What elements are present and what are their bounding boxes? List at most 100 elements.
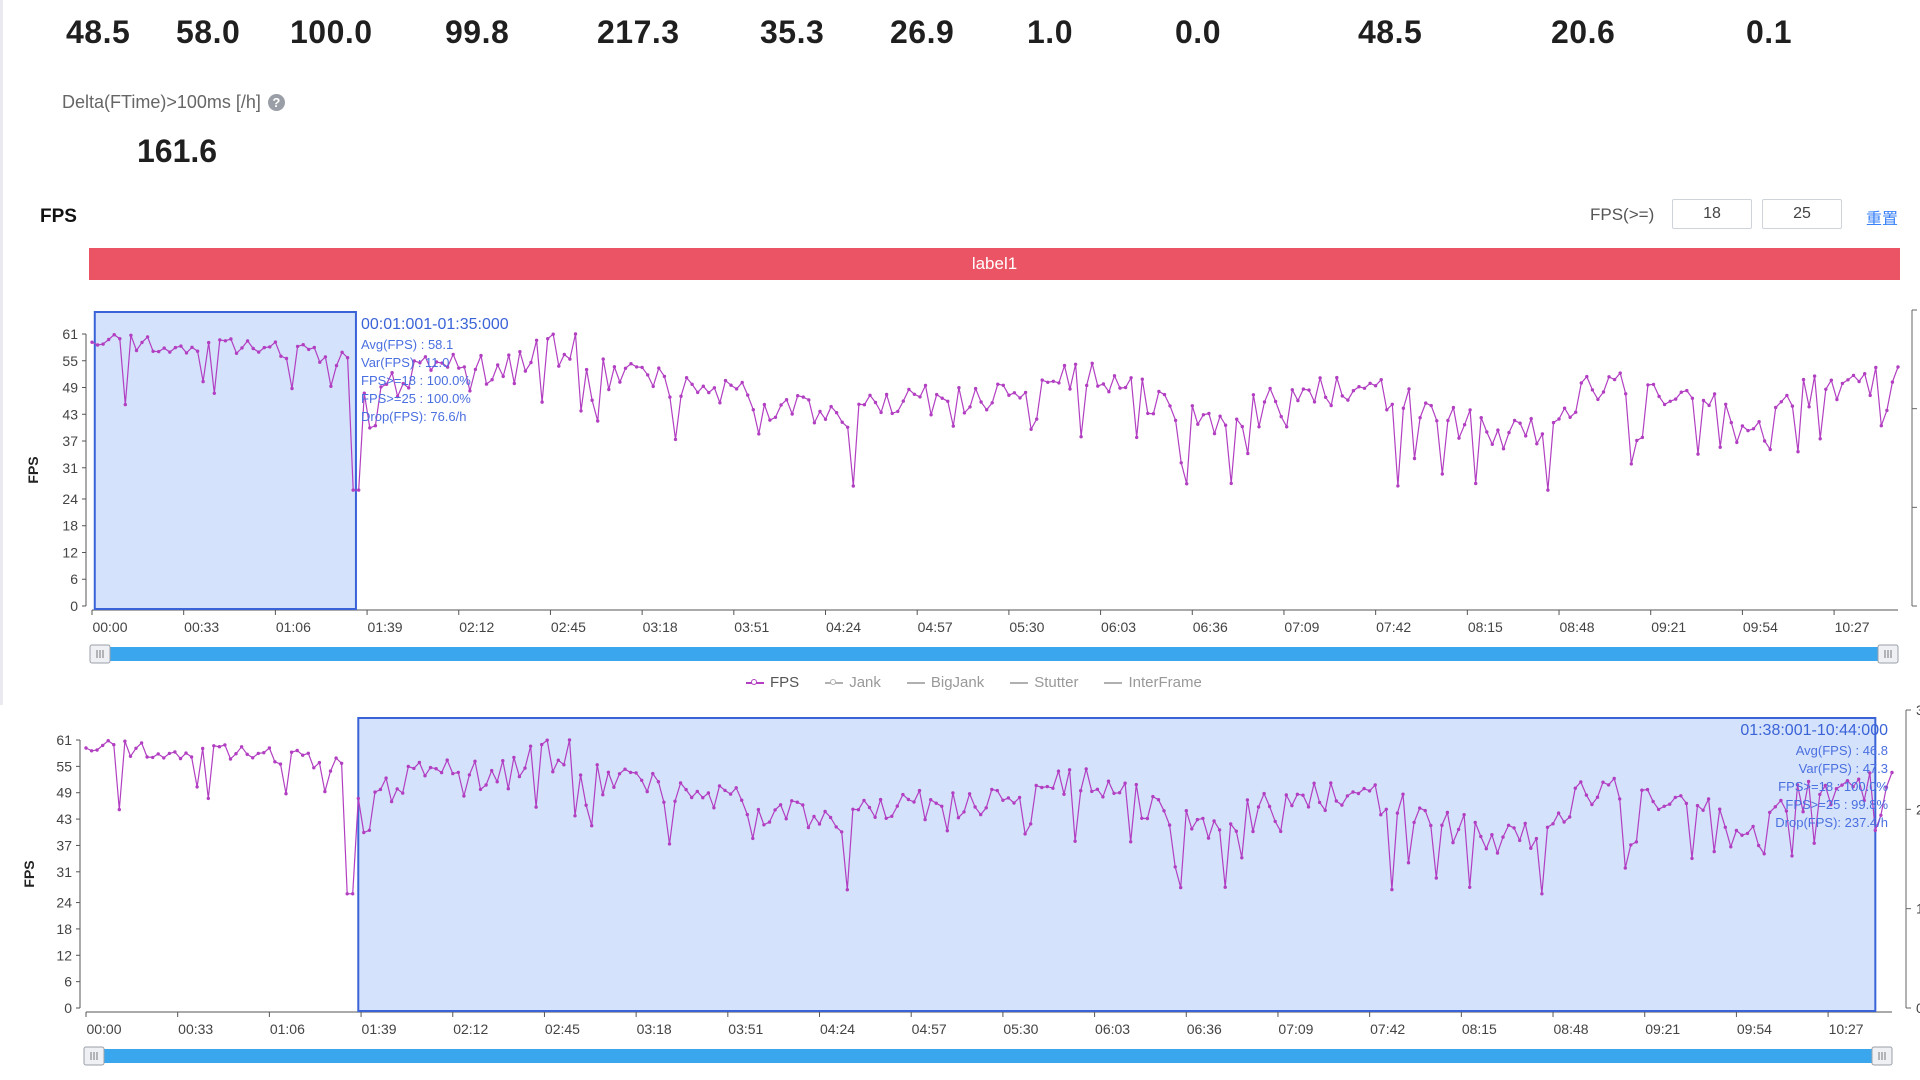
fps-data-point [1646,383,1650,387]
x-tick-label: 04:24 [826,619,861,635]
fps-data-point [1140,816,1144,820]
x-tick-label: 04:57 [918,619,953,635]
fps-chart-top[interactable]: 06121824313743495561FPS012300:0000:3301:… [0,296,1920,686]
fps-data-point [1306,805,1311,809]
fps-data-point [1190,827,1194,831]
fps-data-point [1362,386,1367,390]
fps-data-point [979,812,983,817]
fps-data-point [851,484,855,488]
x-tick-label: 01:06 [276,619,311,635]
fps-data-point [1718,445,1722,449]
fps-data-point [1435,419,1439,423]
selection-stat-label: FPS>=18 : 100.0% [361,373,471,388]
fps-data-point [935,392,939,397]
fps-data-point [673,437,678,442]
selection-region[interactable] [93,311,357,610]
fps-data-point [523,766,527,770]
fps-data-point [573,332,578,336]
fps-data-point [212,744,216,748]
fps-data-point [1135,435,1139,440]
fps-data-point [467,773,472,777]
fps-data-point [1629,843,1633,847]
fps-data-point [1362,786,1366,791]
fps-data-point [1618,797,1622,801]
fps-data-point [523,369,528,373]
fps-data-point [418,361,422,365]
legend-swatch [1010,682,1029,684]
fps-data-point [751,836,755,841]
label-bar[interactable]: label1 [89,248,1900,280]
fps-data-point [306,751,310,755]
x-tick-label: 03:51 [734,619,769,635]
fps-data-point [1568,415,1572,419]
selection-stat-label: Drop(FPS): 237.4/h [1775,815,1888,830]
zoom-slider-track[interactable] [94,1049,1882,1063]
x-tick-label: 06:03 [1095,1021,1130,1037]
fps-data-point [134,746,138,750]
fps-data-point [384,776,388,780]
fps-filter-label: FPS(>=) [1590,205,1655,224]
fps-data-point [1012,391,1017,395]
fps-data-point [1679,390,1684,394]
legend-item-bigjank[interactable]: BigJank [906,674,984,691]
fps-data-point [796,394,800,398]
fps-data-point [1801,810,1805,814]
x-tick-label: 00:33 [178,1021,213,1037]
fps-data-point [584,803,588,807]
fps-data-point [1629,462,1634,466]
fps-data-point [918,395,922,399]
fps-data-point [1684,801,1689,806]
selection-stat-label: Avg(FPS) : 58.1 [361,337,453,352]
fps-data-point [1606,783,1611,787]
fps-data-point [1762,852,1766,856]
legend-item-jank[interactable]: Jank [825,674,881,691]
fps-data-point [1295,792,1300,796]
fps-data-point [312,345,316,350]
fps-data-point [1656,807,1661,812]
fps-data-point [1834,787,1839,791]
fps-threshold-input-2[interactable] [1762,199,1842,229]
fps-data-point [1523,821,1527,826]
fps-data-point [1596,397,1600,402]
question-circle-icon[interactable]: ? [267,94,285,111]
x-tick-label: 05:30 [1009,619,1044,635]
fps-data-point [1529,417,1533,421]
legend-item-interframe[interactable]: InterFrame [1104,674,1202,691]
legend-item-stutter[interactable]: Stutter [1010,674,1078,691]
fps-data-point [1706,797,1711,801]
y-tick-label: 24 [56,895,72,911]
fps-data-point [1740,833,1744,837]
fps-data-point [1201,413,1206,417]
fps-data-point [1540,892,1544,896]
fps-data-point [1395,811,1400,815]
zoom-slider-track[interactable] [100,647,1888,661]
fps-data-point [601,793,605,797]
fps-data-point [1168,404,1172,408]
fps-threshold-input-1[interactable] [1672,199,1752,229]
fps-data-point [1612,776,1616,781]
reset-button[interactable]: 重置 [1866,211,1899,228]
fps-data-point [912,392,917,396]
fps-data-point [1518,838,1522,843]
fps-data-point [112,743,116,747]
fps-data-point [440,361,444,365]
fps-data-point [801,803,805,807]
fps-data-point [106,739,110,743]
fps-data-point [1779,400,1784,404]
selection-region[interactable] [357,717,1877,1012]
fps-data-point [857,402,861,406]
fps-data-point [901,399,905,403]
fps-data-point [501,374,505,379]
fps-data-point [1423,808,1427,813]
fps-data-point [1601,780,1605,784]
fps-data-point [1006,796,1011,800]
legend-item-fps[interactable]: FPS [746,674,799,691]
fps-data-point [923,817,927,822]
fps-data-point [678,781,683,785]
y-tick-label: 6 [70,571,78,587]
fps-data-point [845,888,849,892]
fps-data-point [1518,421,1522,425]
fps-data-point [307,347,311,352]
fps-data-point [823,809,827,814]
